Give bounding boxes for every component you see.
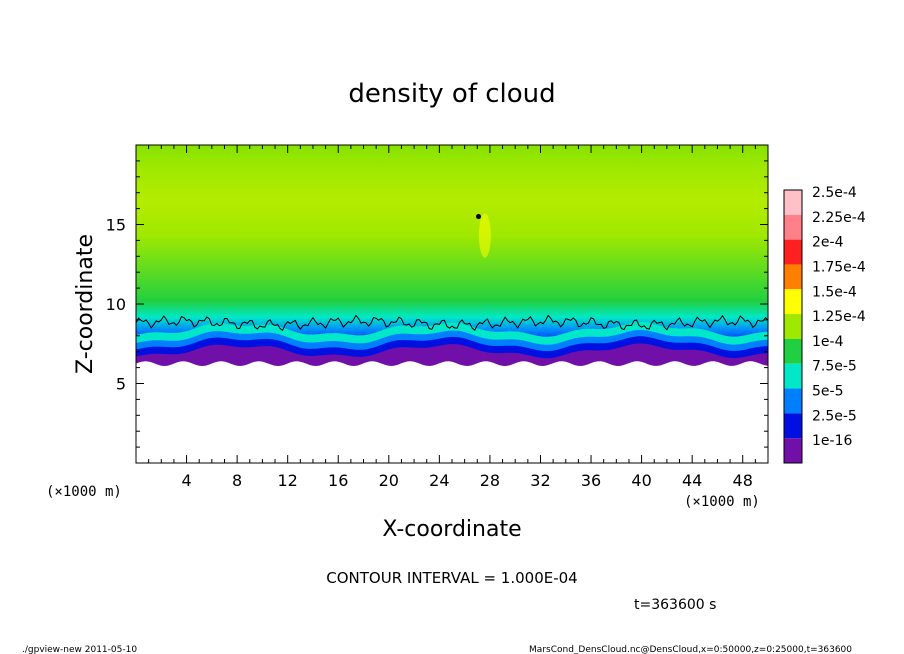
colorbar-swatch	[784, 264, 802, 290]
contour-line-1e-4	[136, 314, 768, 331]
x-tick-label: 8	[232, 471, 242, 490]
colorbar-label: 7.5e-5	[812, 359, 857, 375]
cloud-density-field	[136, 145, 768, 366]
x-tick-label: 44	[682, 471, 702, 490]
x-tick-label: 24	[429, 471, 449, 490]
y-tick-label: 10	[106, 295, 126, 314]
colorbar-swatch	[784, 413, 802, 439]
x-unit-label-right: (×1000 m)	[684, 494, 760, 510]
x-axis-ticks: 4 8 12 16 20 24 28 32 36 40 44 48	[148, 145, 756, 490]
local-maximum-marker	[476, 214, 482, 220]
colorbar: 2.5e-4 2.25e-4 2e-4 1.75e-4 1.5e-4 1.25e-4 1e-…	[783, 185, 866, 464]
y-axis-label: Z-coordinate	[73, 234, 98, 374]
colorbar-label: 2.5e-5	[812, 408, 857, 424]
colorbar-label: 1.75e-4	[812, 259, 866, 275]
field-upper	[136, 145, 768, 346]
footer-right: MarsCond_DensCloud.nc@DensCloud,x=0:5000…	[529, 645, 852, 654]
colorbar-swatch	[784, 438, 802, 463]
local-maximum-area	[478, 213, 491, 258]
colorbar-label: 2.5e-4	[812, 185, 857, 201]
colorbar-label: 1e-16	[812, 433, 852, 449]
contour-interval-label: CONTOUR INTERVAL = 1.000E-04	[326, 569, 577, 587]
y-tick-label: 15	[106, 216, 126, 235]
y-axis-ticks: 5 10 15	[106, 160, 768, 448]
colorbar-label: 2.25e-4	[812, 210, 866, 226]
x-tick-label: 20	[379, 471, 399, 490]
footer-left: ./gpview-new 2011-05-10	[22, 645, 137, 654]
x-tick-label: 36	[581, 471, 601, 490]
x-unit-label-left: (×1000 m)	[46, 484, 122, 500]
colorbar-swatch	[784, 190, 802, 215]
colorbar-swatch	[784, 338, 802, 364]
colorbar-label: 1.25e-4	[812, 309, 866, 325]
colorbar-label: 1.5e-4	[812, 284, 857, 300]
time-label: t=363600 s	[634, 597, 716, 613]
colorbar-swatch	[784, 363, 802, 389]
x-tick-label: 32	[530, 471, 550, 490]
band-1e-16	[136, 343, 768, 366]
colorbar-swatch	[784, 239, 802, 265]
colorbar-label: 2e-4	[812, 235, 844, 251]
x-axis-label: X-coordinate	[382, 517, 521, 542]
x-tick-label: 12	[278, 471, 298, 490]
x-tick-label: 48	[733, 471, 753, 490]
colorbar-swatch	[784, 289, 802, 315]
chart-title: density of cloud	[348, 79, 555, 109]
x-tick-label: 16	[328, 471, 348, 490]
x-tick-label: 40	[631, 471, 651, 490]
colorbar-frame	[783, 189, 803, 464]
colorbar-swatch	[784, 314, 802, 339]
y-tick-label: 5	[116, 375, 126, 394]
x-tick-label: 28	[480, 471, 500, 490]
colorbar-swatch	[784, 214, 802, 240]
x-tick-label: 4	[181, 471, 191, 490]
colorbar-label: 5e-5	[812, 384, 843, 400]
colorbar-label: 1e-4	[812, 334, 844, 350]
colorbar-swatch	[784, 388, 802, 414]
